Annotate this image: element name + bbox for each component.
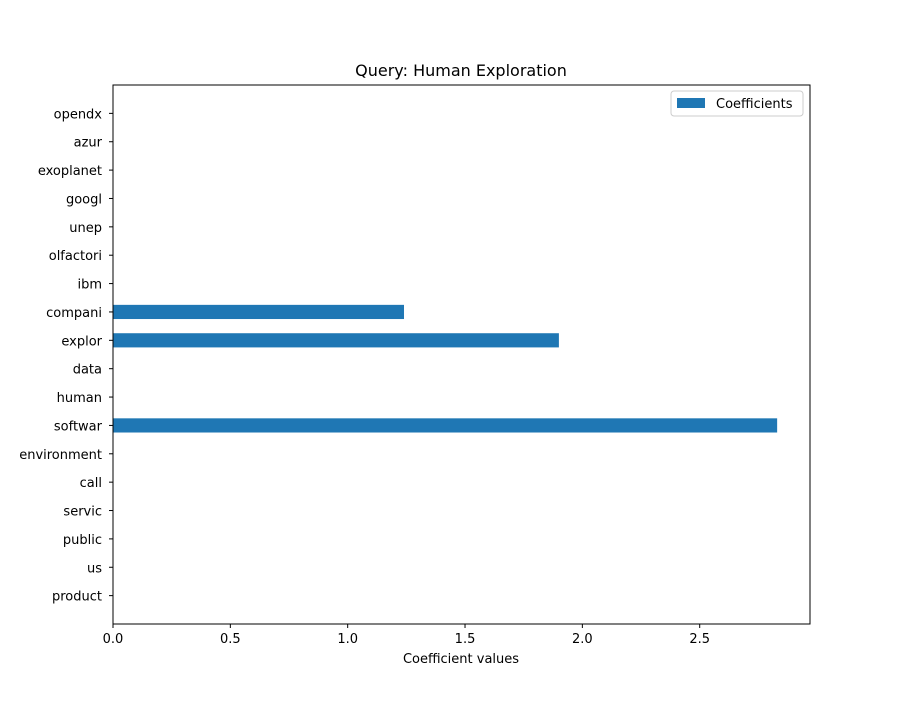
legend-swatch bbox=[677, 98, 705, 108]
x-axis-label: Coefficient values bbox=[403, 652, 519, 667]
bar-compani bbox=[113, 304, 405, 320]
y-tick-label: us bbox=[87, 561, 102, 576]
y-tick-label: compani bbox=[46, 306, 102, 321]
y-tick-label: opendx bbox=[54, 107, 103, 122]
y-tick-label: public bbox=[63, 533, 102, 548]
y-tick-label: azur bbox=[74, 136, 103, 151]
x-ticks-layer: 0.0 0.5 1.0 1.5 2.0 2.5 bbox=[103, 624, 710, 647]
legend-label: Coefficients bbox=[716, 97, 793, 112]
y-tick-label: servic bbox=[63, 505, 102, 520]
y-tick-label: explor bbox=[61, 334, 102, 349]
x-tick-label: 1.5 bbox=[455, 632, 476, 647]
x-tick-label: 1.0 bbox=[337, 632, 358, 647]
y-tick-label: googl bbox=[66, 192, 102, 207]
bar-softwar bbox=[113, 418, 778, 433]
y-tick-label: data bbox=[73, 363, 102, 378]
x-tick-label: 0.0 bbox=[103, 632, 124, 647]
y-tick-label: softwar bbox=[54, 419, 103, 434]
y-tick-label: ibm bbox=[77, 278, 102, 293]
y-tick-label: call bbox=[80, 476, 102, 491]
y-ticks-layer: opendx azur exoplanet googl unep olfactori ibm… bbox=[19, 107, 113, 605]
plot-frame bbox=[112, 84, 811, 625]
chart-title: Query: Human Exploration bbox=[355, 61, 567, 80]
bars-layer bbox=[113, 304, 778, 433]
x-tick-label: 2.5 bbox=[689, 632, 710, 647]
y-tick-label: exoplanet bbox=[38, 164, 102, 179]
y-tick-label: product bbox=[52, 590, 102, 605]
y-tick-label: environment bbox=[19, 448, 102, 463]
legend: Coefficients bbox=[670, 90, 804, 117]
y-tick-label: unep bbox=[69, 221, 102, 236]
y-tick-label: human bbox=[57, 391, 102, 406]
y-tick-label: olfactori bbox=[49, 249, 102, 264]
x-tick-label: 2.0 bbox=[572, 632, 593, 647]
x-tick-label: 0.5 bbox=[220, 632, 241, 647]
bar-explor bbox=[113, 333, 559, 348]
legend-box bbox=[670, 90, 804, 117]
